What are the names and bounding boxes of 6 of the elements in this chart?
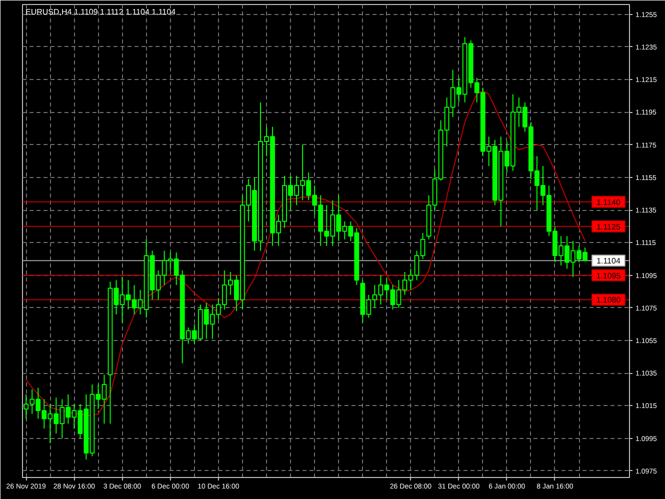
chart-title: EURUSD,H4 1.1109 1.1112 1.1104 1.1104 xyxy=(26,8,176,16)
ref-line-label: 1.1080 xyxy=(596,296,622,305)
ref-line-label: 1.1104 xyxy=(596,256,621,266)
ref-line-label: 1.1125 xyxy=(596,222,621,232)
ref-line-label: 1.1140 xyxy=(596,198,621,207)
ref-line-label: 1.1095 xyxy=(596,271,622,280)
